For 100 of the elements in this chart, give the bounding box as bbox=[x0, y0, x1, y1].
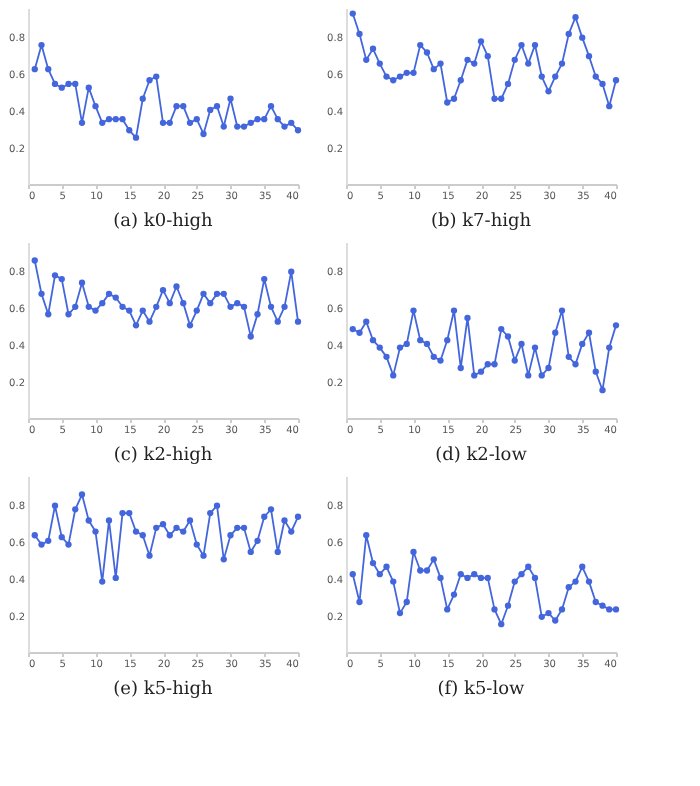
point bbox=[99, 299, 106, 307]
point bbox=[173, 103, 180, 110]
point bbox=[363, 56, 370, 64]
point bbox=[457, 77, 464, 84]
point bbox=[85, 84, 92, 91]
point bbox=[396, 344, 404, 351]
point bbox=[471, 60, 478, 67]
point bbox=[491, 361, 498, 368]
point bbox=[390, 578, 397, 585]
point bbox=[267, 506, 275, 513]
point bbox=[294, 318, 302, 325]
point bbox=[220, 123, 227, 130]
point bbox=[180, 299, 187, 307]
point bbox=[85, 517, 92, 524]
point bbox=[261, 275, 268, 283]
point bbox=[45, 65, 52, 73]
point bbox=[538, 73, 545, 80]
point bbox=[363, 532, 370, 539]
point bbox=[51, 80, 59, 88]
point bbox=[294, 127, 302, 134]
point bbox=[349, 571, 356, 578]
point bbox=[572, 578, 579, 585]
point bbox=[599, 387, 606, 394]
point bbox=[234, 524, 241, 532]
point bbox=[410, 69, 417, 76]
point bbox=[51, 272, 59, 279]
point bbox=[450, 95, 458, 102]
point bbox=[65, 80, 72, 88]
point bbox=[119, 303, 126, 310]
point bbox=[92, 528, 99, 535]
point bbox=[254, 116, 261, 123]
point bbox=[545, 609, 552, 617]
point bbox=[606, 606, 613, 613]
point bbox=[369, 559, 377, 567]
point bbox=[267, 303, 275, 310]
point bbox=[565, 30, 572, 38]
text: (a) k0-high bbox=[113, 212, 214, 232]
point bbox=[200, 552, 207, 559]
point bbox=[159, 521, 167, 528]
point bbox=[126, 509, 133, 517]
point bbox=[531, 41, 539, 49]
point bbox=[207, 106, 214, 114]
text: (e) k5-high bbox=[113, 680, 214, 700]
point bbox=[606, 344, 613, 351]
point bbox=[592, 73, 599, 80]
point bbox=[464, 314, 471, 322]
point bbox=[545, 364, 552, 372]
point bbox=[484, 361, 491, 368]
point bbox=[363, 318, 370, 325]
point bbox=[180, 103, 187, 110]
point bbox=[612, 322, 620, 329]
point bbox=[531, 574, 539, 582]
point bbox=[207, 509, 214, 517]
point bbox=[193, 307, 200, 314]
text: (f) k5-low bbox=[437, 680, 526, 700]
point bbox=[538, 613, 545, 620]
point bbox=[173, 524, 180, 532]
point bbox=[281, 517, 288, 524]
point bbox=[518, 571, 525, 578]
point bbox=[403, 598, 410, 606]
point bbox=[403, 69, 410, 76]
point bbox=[498, 621, 505, 628]
point bbox=[261, 513, 268, 520]
point bbox=[274, 116, 281, 123]
point bbox=[511, 56, 518, 64]
point bbox=[491, 606, 498, 613]
point bbox=[410, 307, 417, 314]
point bbox=[153, 524, 160, 532]
point bbox=[173, 283, 180, 290]
point bbox=[491, 95, 498, 102]
point bbox=[437, 357, 444, 364]
point bbox=[139, 95, 146, 102]
point bbox=[511, 357, 518, 364]
point bbox=[288, 119, 295, 127]
point bbox=[45, 311, 52, 318]
point bbox=[545, 88, 552, 95]
point bbox=[186, 322, 194, 329]
point bbox=[538, 372, 545, 379]
point bbox=[99, 578, 106, 585]
point bbox=[119, 116, 126, 123]
point bbox=[38, 290, 45, 298]
point bbox=[193, 116, 200, 123]
point bbox=[261, 116, 268, 123]
point bbox=[288, 268, 295, 275]
point bbox=[349, 10, 356, 17]
point bbox=[85, 303, 92, 310]
point bbox=[437, 60, 444, 67]
point bbox=[444, 99, 451, 106]
point bbox=[430, 556, 437, 563]
point bbox=[457, 364, 464, 372]
point bbox=[72, 303, 79, 310]
point bbox=[213, 290, 221, 298]
point bbox=[153, 73, 160, 80]
point bbox=[484, 53, 491, 60]
point bbox=[72, 80, 79, 88]
point bbox=[403, 340, 410, 348]
point bbox=[606, 103, 613, 110]
point bbox=[146, 552, 153, 559]
point bbox=[78, 491, 86, 498]
point bbox=[220, 290, 227, 298]
